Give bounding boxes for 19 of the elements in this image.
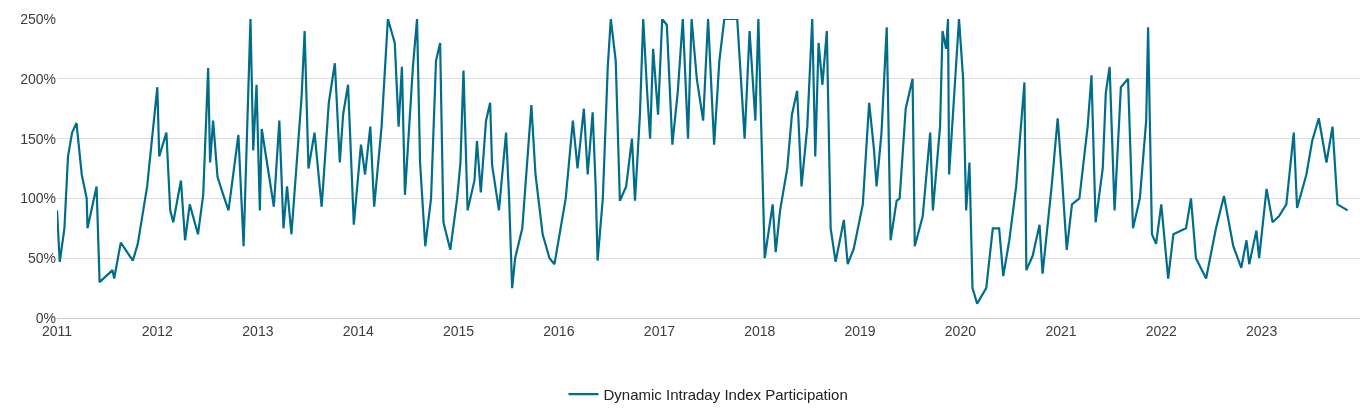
legend-label: Dynamic Intraday Index Participation [603, 385, 848, 403]
y-tick-label: 150% [20, 130, 56, 147]
x-tick-label: 2015 [442, 322, 475, 339]
x-tick-label: 2022 [1145, 322, 1178, 339]
y-tick-label: 250% [20, 10, 56, 27]
x-tick-label: 2014 [342, 322, 374, 339]
x-tick-label: 2018 [744, 322, 776, 339]
line-series [57, 19, 1349, 305]
y-tick-label: 200% [20, 70, 56, 87]
x-tick-label: 2016 [543, 322, 575, 339]
y-tick-label: 100% [20, 190, 56, 207]
x-tick-label: 2023 [1246, 322, 1278, 339]
x-tick-label: 2012 [141, 322, 174, 339]
x-tick-label: 2013 [242, 322, 274, 339]
x-tick-label: 2021 [1045, 322, 1077, 339]
x-tick-label: 2017 [643, 322, 676, 339]
y-tick-label: 50% [27, 250, 56, 267]
x-tick-label: 2020 [944, 322, 977, 339]
x-tick-label: 2019 [844, 322, 876, 339]
